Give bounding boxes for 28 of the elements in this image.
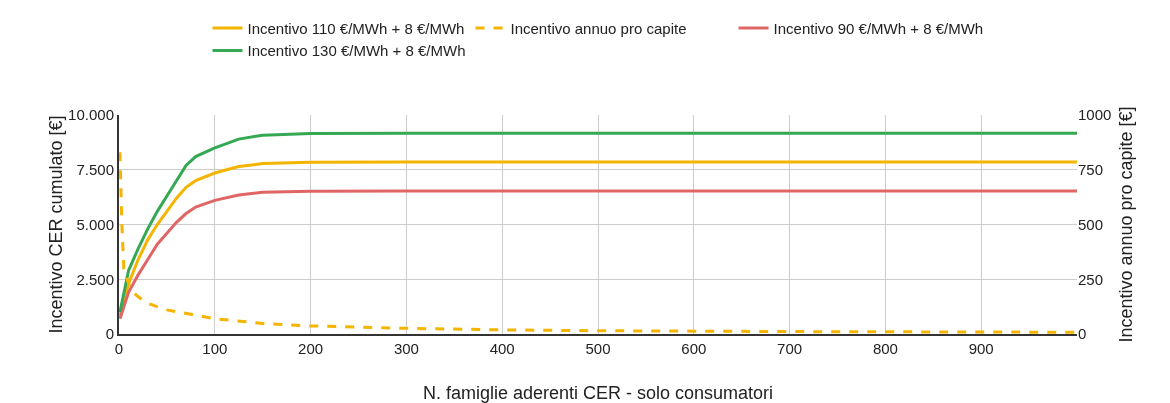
- x-tick-label: 100: [202, 340, 228, 357]
- legend-label: Incentivo 130 €/MWh + 8 €/MWh: [247, 42, 466, 60]
- y2-tick-label: 500: [1078, 215, 1104, 233]
- y-tick-label: 2.500: [76, 270, 114, 288]
- x-tick-label: 700: [777, 340, 803, 357]
- y2-tick-label: 1000: [1078, 106, 1112, 124]
- x-tick-label: 400: [489, 340, 515, 357]
- x-tick-label: 600: [681, 340, 707, 357]
- y-tick-label: 0: [105, 325, 114, 343]
- legend-label: Incentivo 110 €/MWh + 8 €/MWh: [247, 19, 465, 37]
- line-series: [119, 189, 1077, 321]
- x-tick-label: 800: [872, 340, 898, 357]
- y2-tick-label: 750: [1078, 161, 1104, 178]
- y-tick-label: 7.500: [76, 161, 114, 178]
- legend-label: Incentivo 90 €/MWh + 8 €/MWh: [773, 19, 984, 37]
- x-tick-label: 900: [968, 340, 994, 357]
- x-tick-label: 200: [298, 340, 324, 357]
- y2-axis-title: Incentivo annuo pro capite [€]: [1116, 106, 1136, 343]
- y-axis-title: Incentivo CER cumulato [€]: [46, 115, 67, 334]
- x-tick-label: 300: [393, 340, 419, 357]
- x-axis-title: N. famiglie aderenti CER - solo consumatori: [422, 382, 774, 403]
- legend-label: Incentivo annuo pro capite: [510, 19, 687, 37]
- y-tick-label: 5.000: [76, 215, 114, 233]
- line-series: [119, 131, 1077, 314]
- x-tick-label: 500: [585, 340, 611, 357]
- y2-tick-label: 0: [1078, 325, 1087, 343]
- y2-tick-label: 250: [1078, 270, 1104, 288]
- y-tick-label: 10.000: [68, 106, 114, 124]
